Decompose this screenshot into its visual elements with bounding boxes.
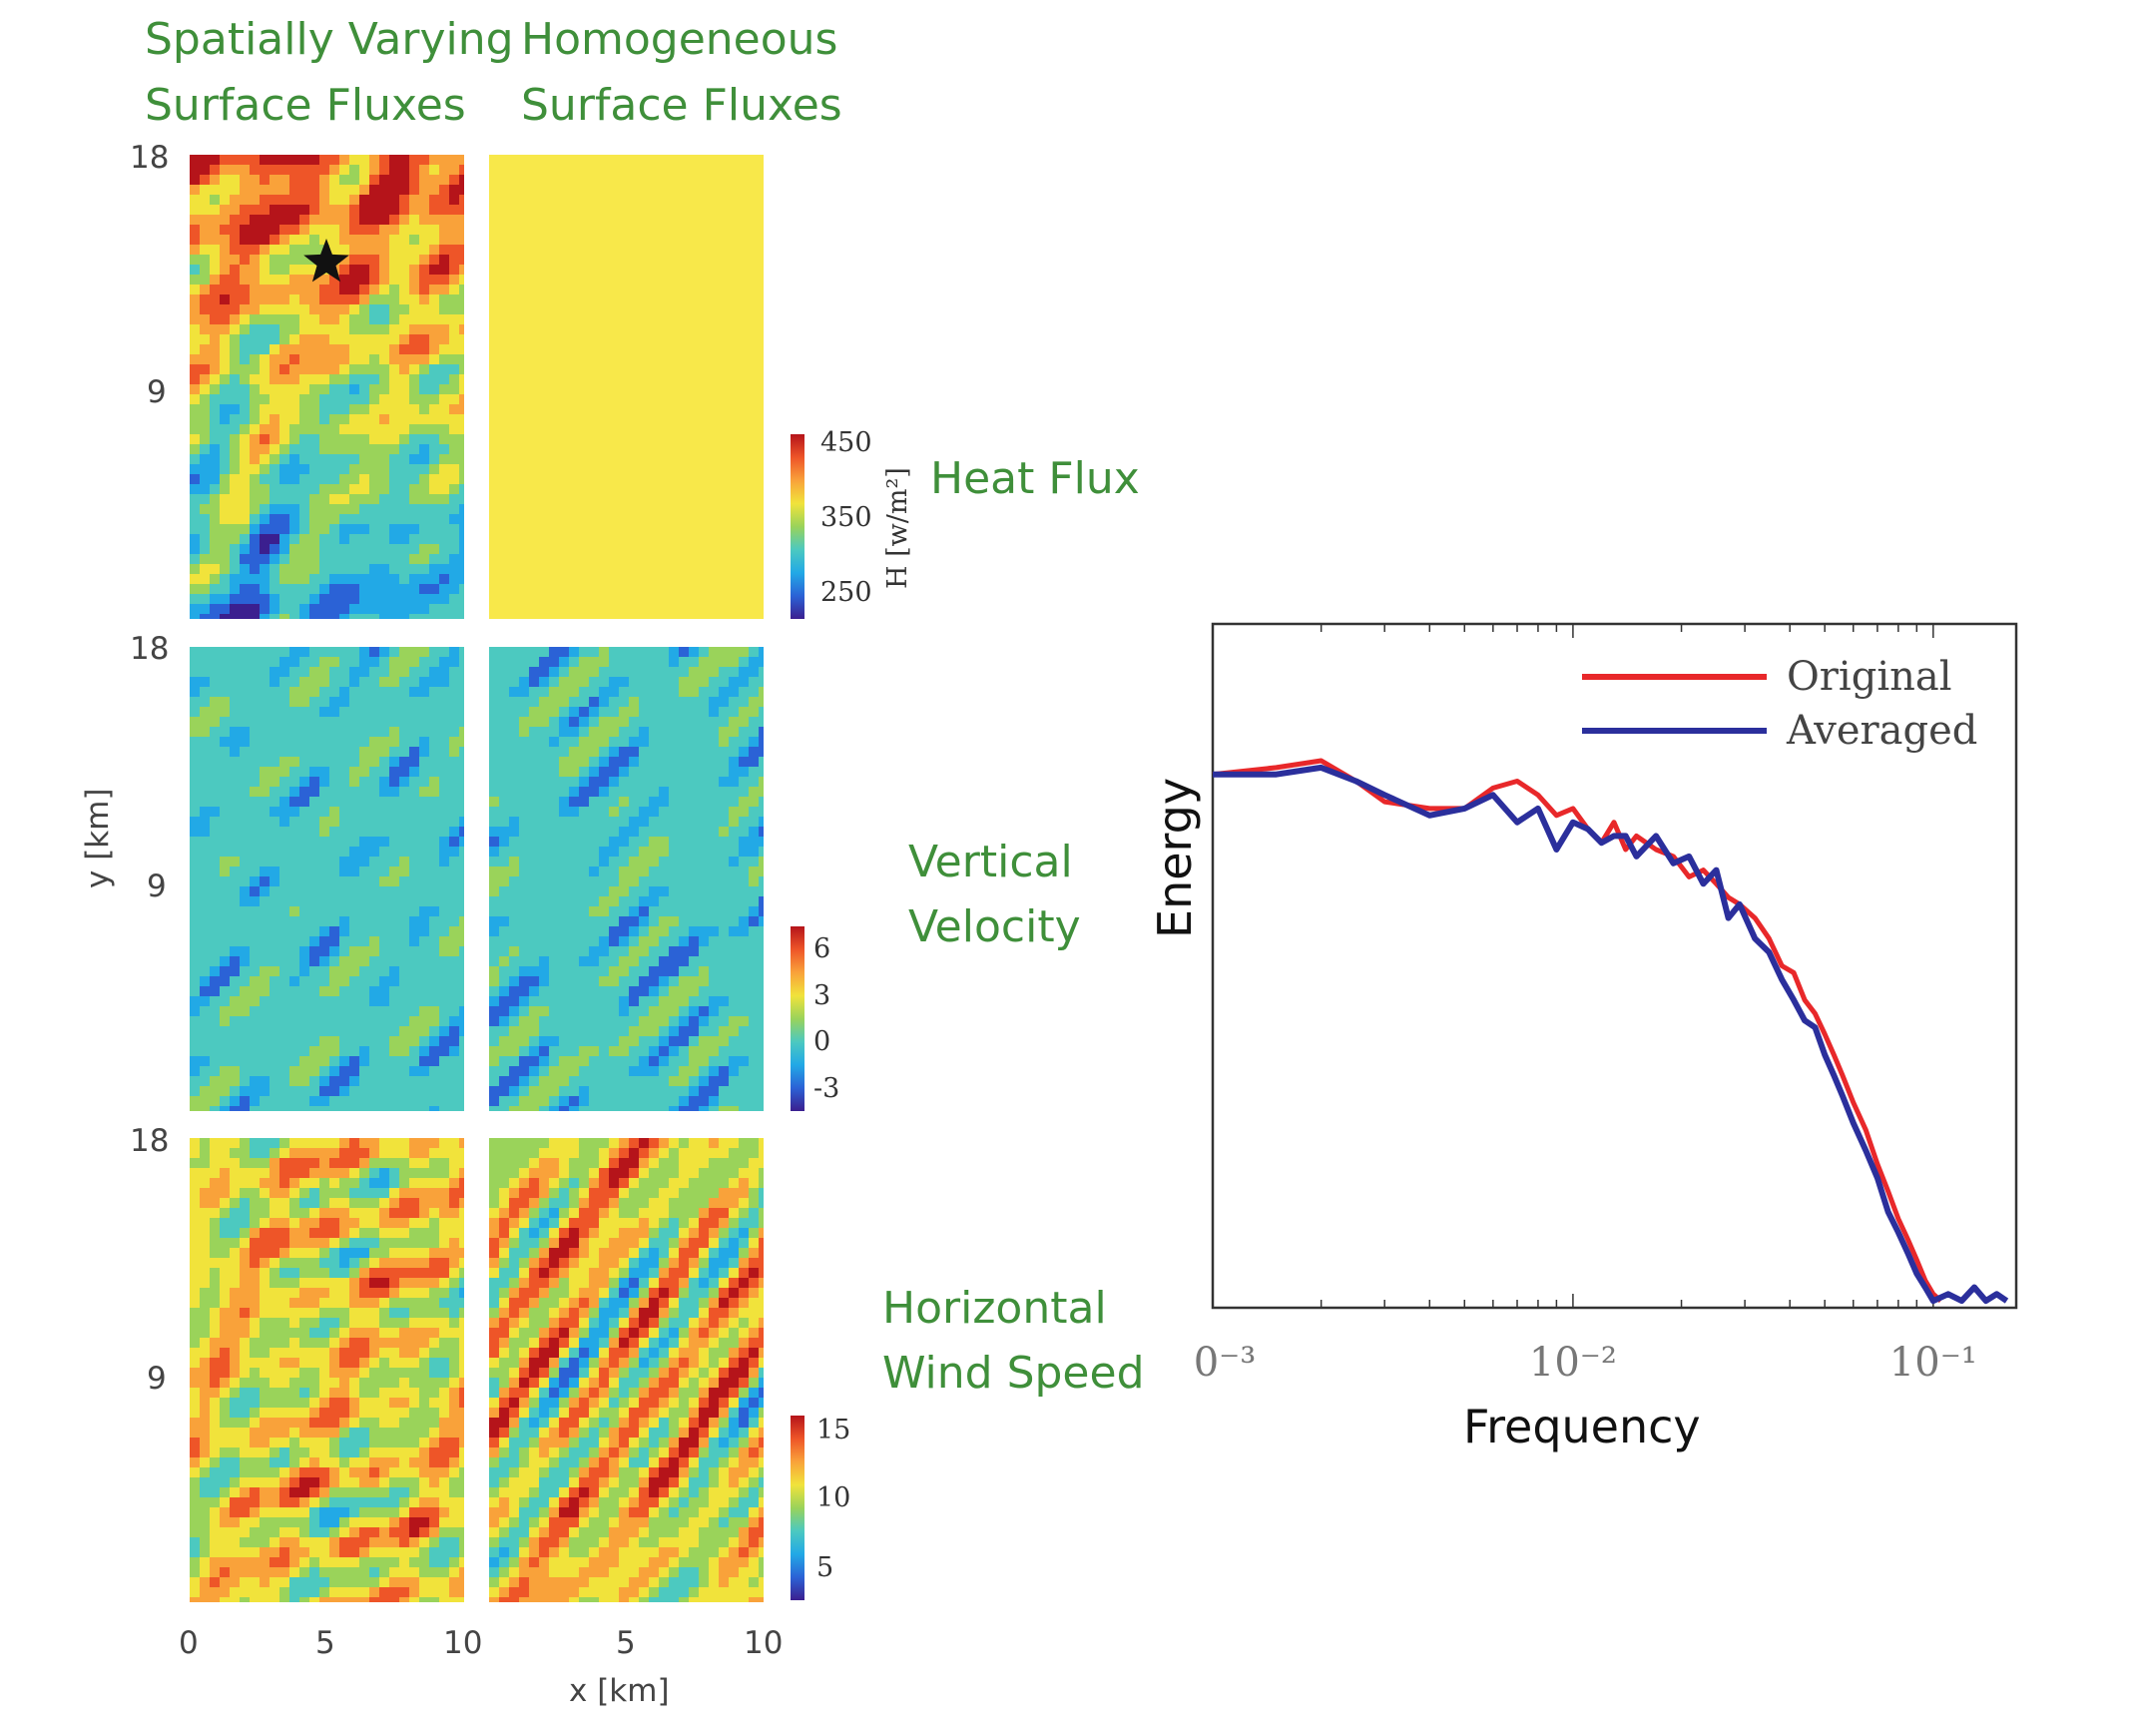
heat-flux-spatial-map xyxy=(190,155,464,619)
row-label-vertical-line2: Velocity xyxy=(908,901,1081,952)
x-tick-0-left: 0 xyxy=(179,1625,199,1661)
heat-flux-colorbar xyxy=(791,434,804,619)
y-tick-18-row1: 18 xyxy=(130,140,170,176)
heat-colorbar-tick-450: 450 xyxy=(820,427,872,458)
wind-speed-spatial-map xyxy=(190,1138,464,1602)
chart-xlabel: Frequency xyxy=(1463,1400,1701,1453)
row-label-horizontal-line2: Wind Speed xyxy=(882,1348,1145,1399)
y-tick-18-row2: 18 xyxy=(130,631,170,667)
wind-colorbar-tick-5: 5 xyxy=(816,1552,834,1583)
column-header-right-line1: Homogeneous xyxy=(521,14,838,65)
vel-colorbar-tick-3: 3 xyxy=(813,980,831,1011)
legend-label-averaged: Averaged xyxy=(1786,708,1977,754)
vel-colorbar-tick-0: 0 xyxy=(813,1026,831,1057)
energy-spectrum-chart: 0⁻³ 10⁻² 10⁻¹ Original Averaged xyxy=(1194,622,2018,1386)
location-star-marker xyxy=(303,239,349,283)
row-label-vertical-line1: Vertical xyxy=(908,837,1073,887)
wind-colorbar-tick-10: 10 xyxy=(816,1482,851,1513)
wind-colorbar-tick-15: 15 xyxy=(816,1415,851,1446)
x-tick-label: 10⁻² xyxy=(1529,1340,1617,1386)
heat-colorbar-tick-350: 350 xyxy=(820,502,872,533)
vertical-velocity-colorbar xyxy=(791,926,804,1111)
heat-colorbar-label: H [w/m²] xyxy=(882,467,913,589)
column-header-left-line2: Surface Fluxes xyxy=(145,80,466,131)
series-line-averaged xyxy=(1213,764,2009,1305)
y-axis-label: y [km] xyxy=(80,788,116,888)
y-tick-9-row1: 9 xyxy=(147,374,167,410)
wind-speed-colorbar xyxy=(791,1416,804,1600)
chart-ylabel: Energy xyxy=(1148,777,1202,938)
x-tick-label: 0⁻³ xyxy=(1194,1340,1257,1386)
x-tick-label: 10⁻¹ xyxy=(1889,1340,1977,1386)
x-tick-5-right: 5 xyxy=(616,1625,636,1661)
heat-flux-homogeneous-map xyxy=(489,155,764,619)
x-axis-label: x [km] xyxy=(569,1673,670,1709)
y-tick-9-row3: 9 xyxy=(147,1361,167,1397)
vertical-velocity-homogeneous-map xyxy=(489,647,764,1111)
y-tick-9-row2: 9 xyxy=(147,868,167,904)
heat-colorbar-tick-250: 250 xyxy=(820,577,872,608)
y-tick-18-row3: 18 xyxy=(130,1123,170,1159)
x-tick-10-left: 10 xyxy=(443,1625,483,1661)
column-header-left-line1: Spatially Varying xyxy=(145,14,514,65)
series-line-original xyxy=(1212,758,1943,1303)
row-label-heat-flux: Heat Flux xyxy=(930,453,1140,504)
vel-colorbar-tick-6: 6 xyxy=(813,933,831,964)
row-label-horizontal-line1: Horizontal xyxy=(882,1283,1107,1334)
legend-label-original: Original xyxy=(1787,654,1952,700)
vel-colorbar-tick-minus3: -3 xyxy=(813,1073,840,1104)
vertical-velocity-spatial-map xyxy=(190,647,464,1111)
x-tick-10-right: 10 xyxy=(744,1625,784,1661)
column-header-right-line2: Surface Fluxes xyxy=(521,80,842,131)
wind-speed-homogeneous-map xyxy=(489,1138,764,1602)
x-tick-5-left: 5 xyxy=(315,1625,335,1661)
